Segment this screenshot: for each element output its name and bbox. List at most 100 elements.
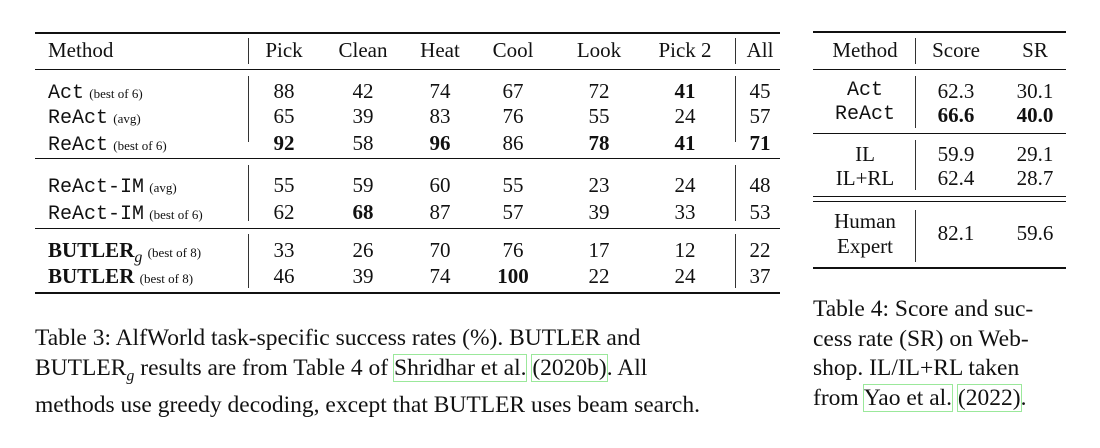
value-cell: 29.1 <box>1016 142 1054 166</box>
method-name: ReAct <box>48 107 109 130</box>
column-header: Look <box>576 38 622 62</box>
value-cell: 22 <box>749 238 771 262</box>
column-divider <box>248 76 249 142</box>
value-cell: 39 <box>352 104 374 128</box>
caption-line: cess rate (SR) on Web- <box>813 325 1029 352</box>
method-note: (best of 8) <box>147 245 202 260</box>
column-divider <box>915 38 916 64</box>
value-cell: 76 <box>502 104 524 128</box>
value-cell: 12 <box>674 238 696 262</box>
column-header: Method <box>832 38 898 62</box>
table-rule <box>35 32 780 34</box>
column-divider <box>735 165 736 221</box>
method-note: (avg) <box>113 111 141 126</box>
method-cell: Human <box>834 209 896 233</box>
value-cell: 46 <box>273 264 295 288</box>
value-cell: 78 <box>588 131 610 155</box>
value-cell: 60 <box>429 173 451 197</box>
method-cell: ReAct-IM (best of 6) <box>48 200 203 227</box>
method-cell: BUTLER (best of 8) <box>48 264 193 291</box>
value-cell: 33 <box>674 200 696 224</box>
method-note: (best of 6) <box>89 86 143 101</box>
method-name: ReAct-IM <box>48 203 145 226</box>
value-cell: 59.9 <box>937 142 975 166</box>
column-header: Clean <box>338 38 388 62</box>
column-divider <box>248 165 249 221</box>
value-cell: 65 <box>273 104 295 128</box>
value-cell: 55 <box>502 173 524 197</box>
table-rule <box>813 69 1066 70</box>
caption-line: shop. IL/IL+RL taken <box>813 355 1020 381</box>
value-cell: 55 <box>588 104 610 128</box>
table-rule <box>813 201 1066 202</box>
caption-line: Table 3: AlfWorld task-specific success … <box>35 325 641 351</box>
table-rule <box>35 158 780 159</box>
method-name: Act <box>48 82 85 105</box>
value-cell: 42 <box>352 79 374 103</box>
citation-year-link[interactable]: (2020b) <box>531 353 608 382</box>
column-divider <box>735 234 736 288</box>
value-cell: 92 <box>273 131 295 155</box>
value-cell: 24 <box>674 104 696 128</box>
value-cell: 88 <box>273 79 295 103</box>
column-header: SR <box>1022 38 1048 62</box>
value-cell: 62.4 <box>937 166 975 190</box>
caption-line: methods use greedy decoding, except that… <box>35 391 700 418</box>
value-cell: 55 <box>273 173 295 197</box>
method-note: (avg) <box>149 180 177 195</box>
caption-line: Table 4: Score and suc- <box>813 296 1034 322</box>
value-cell: 62 <box>273 200 295 224</box>
column-divider <box>915 140 916 190</box>
caption-text: . All <box>606 354 648 381</box>
method-note: (best of 6) <box>149 207 203 222</box>
value-cell: 39 <box>352 264 374 288</box>
caption-subscript: g <box>126 367 135 385</box>
value-cell: 24 <box>674 173 696 197</box>
value-cell: 68 <box>352 200 374 224</box>
method-cell: IL <box>855 142 875 166</box>
value-cell: 17 <box>588 238 610 262</box>
value-cell: 59 <box>352 173 374 197</box>
citation-link-yao[interactable]: Yao et al. <box>862 383 954 412</box>
value-cell: 66.6 <box>937 103 975 127</box>
method-name: BUTLER <box>48 238 135 262</box>
citation-link-shridhar[interactable]: Shridhar et al. <box>392 353 528 382</box>
method-name: BUTLER <box>48 264 135 288</box>
value-cell: 76 <box>502 238 524 262</box>
column-divider <box>915 210 916 262</box>
method-cell: Act <box>846 79 884 102</box>
caption-text: results are from Table 4 of <box>134 354 394 381</box>
column-divider <box>248 38 249 64</box>
table-rule <box>35 228 780 229</box>
value-cell: 23 <box>588 173 610 197</box>
value-cell: 40.0 <box>1016 103 1054 127</box>
method-cell: BUTLERg (best of 8) <box>48 238 201 270</box>
value-cell: 33 <box>273 238 295 262</box>
column-header: Score <box>932 38 980 62</box>
column-header: Pick <box>265 38 303 62</box>
value-cell: 70 <box>429 238 451 262</box>
value-cell: 58 <box>352 131 374 155</box>
value-cell: 41 <box>674 79 696 103</box>
value-cell: 28.7 <box>1016 166 1054 190</box>
value-cell: 100 <box>497 264 529 288</box>
method-subscript: g <box>134 249 143 267</box>
table-rule <box>35 292 780 294</box>
column-header: All <box>746 38 774 62</box>
table-rule <box>35 69 780 70</box>
value-cell: 72 <box>588 79 610 103</box>
caption-line: from Yao et al. (2022). <box>813 383 1033 414</box>
value-cell: 57 <box>502 200 524 224</box>
column-divider <box>735 76 736 142</box>
citation-year-link[interactable]: (2022) <box>956 383 1022 412</box>
value-cell: 59.6 <box>1016 221 1054 245</box>
table-rule <box>813 31 1066 33</box>
method-note: (best of 8) <box>139 271 194 286</box>
column-divider <box>735 38 736 64</box>
value-cell: 26 <box>352 238 374 262</box>
method-name: ReAct <box>48 134 109 157</box>
table-rule <box>813 196 1066 197</box>
caption-line: BUTLERg results are from Table 4 of Shri… <box>35 353 700 391</box>
column-divider <box>915 76 916 128</box>
column-header: Method <box>48 38 114 62</box>
